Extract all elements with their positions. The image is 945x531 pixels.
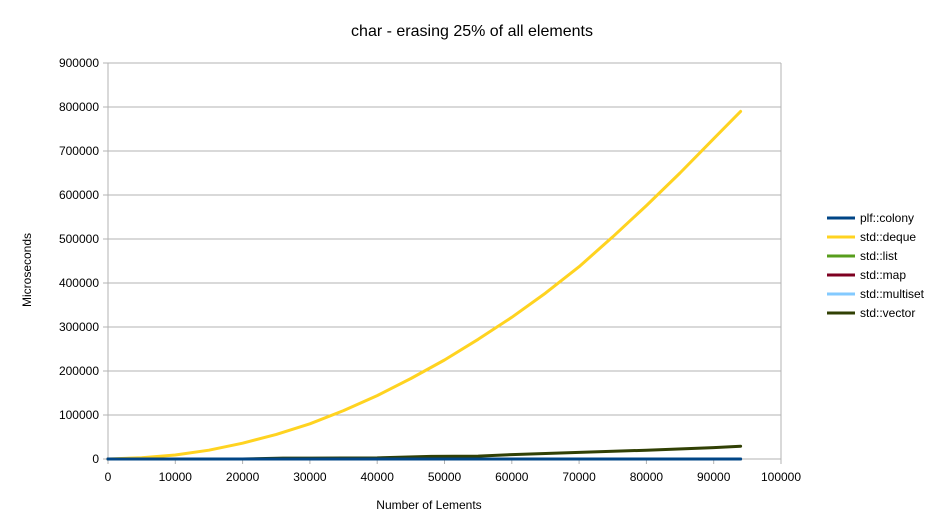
y-tick-label: 200000 (59, 364, 99, 378)
y-axis-ticks: 0 100000 200000 300000 400000 500000 600000 700… (59, 56, 108, 466)
series-line-std-deque (106, 109, 743, 461)
x-tick-label: 20000 (226, 470, 260, 484)
y-axis-title: Microseconds (20, 233, 34, 307)
y-tick-label: 300000 (59, 320, 99, 334)
chart-title: char - erasing 25% of all elements (351, 23, 593, 40)
y-tick-label: 800000 (59, 100, 99, 114)
x-tick-label: 60000 (495, 470, 529, 484)
x-tick-label: 70000 (562, 470, 596, 484)
series-lines (106, 109, 743, 461)
x-axis-title: Number of Lements (376, 498, 481, 512)
y-tick-label: 0 (92, 452, 99, 466)
x-tick-label: 0 (105, 470, 112, 484)
x-tick-label: 30000 (293, 470, 327, 484)
x-tick-label: 80000 (630, 470, 664, 484)
series-line-std-vector (106, 444, 743, 461)
x-tick-label: 40000 (361, 470, 395, 484)
legend: plf::colonystd::dequestd::liststd::mapst… (827, 211, 925, 320)
x-tick-label: 100000 (761, 470, 801, 484)
y-tick-label: 100000 (59, 408, 99, 422)
legend-label: std::multiset (860, 287, 925, 301)
y-tick-label: 500000 (59, 232, 99, 246)
legend-label: std::vector (860, 306, 915, 320)
y-tick-label: 400000 (59, 276, 99, 290)
y-tick-label: 600000 (59, 188, 99, 202)
legend-label: std::list (860, 249, 898, 263)
x-tick-label: 10000 (159, 470, 193, 484)
x-tick-label: 50000 (428, 470, 462, 484)
y-tick-label: 900000 (59, 56, 99, 70)
y-tick-label: 700000 (59, 144, 99, 158)
x-tick-label: 90000 (697, 470, 731, 484)
legend-label: std::map (860, 268, 906, 282)
grid-lines (107, 62, 782, 460)
x-axis-ticks: 0 10000 20000 30000 40000 50000 60000 70000 8000… (105, 459, 801, 484)
legend-label: plf::colony (860, 211, 914, 225)
legend-label: std::deque (860, 230, 916, 244)
